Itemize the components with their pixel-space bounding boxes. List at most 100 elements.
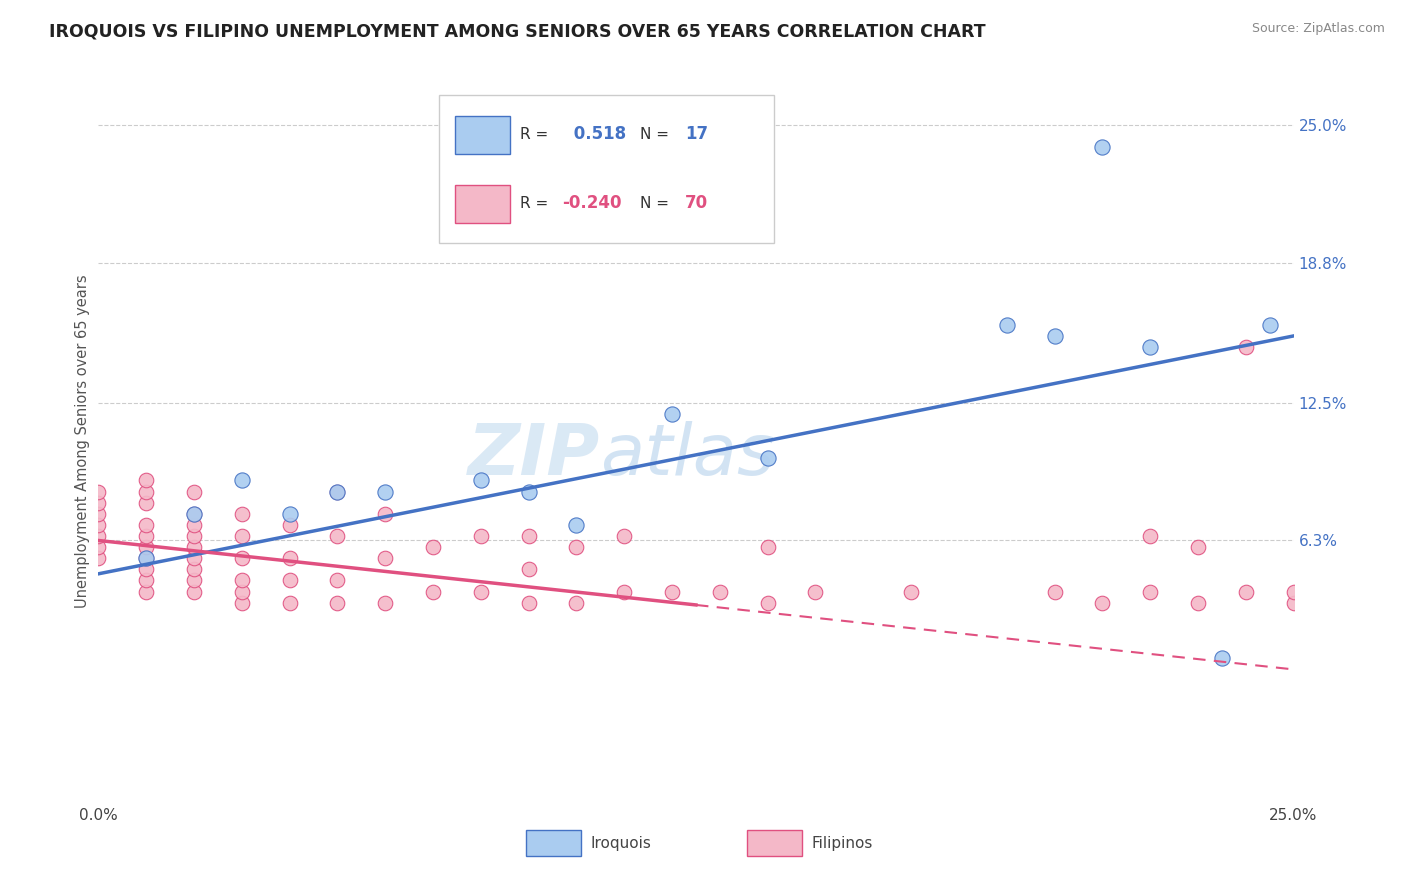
Point	[87, 496, 110, 510]
Point	[517, 596, 540, 610]
FancyBboxPatch shape	[454, 185, 509, 223]
Point	[422, 540, 444, 554]
Point	[231, 574, 253, 588]
Point	[804, 584, 827, 599]
Point	[183, 529, 205, 543]
Text: R =: R =	[520, 127, 548, 142]
Point	[1187, 596, 1209, 610]
Point	[1043, 329, 1066, 343]
Point	[183, 507, 205, 521]
Point	[231, 551, 253, 566]
Point	[183, 507, 205, 521]
Point	[374, 596, 396, 610]
Point	[135, 529, 157, 543]
Point	[1139, 529, 1161, 543]
Text: N =: N =	[640, 195, 669, 211]
Point	[278, 574, 301, 588]
Point	[183, 562, 205, 576]
Point	[183, 540, 205, 554]
Point	[87, 484, 110, 499]
Text: ZIP: ZIP	[468, 422, 600, 491]
Point	[374, 507, 396, 521]
Point	[900, 584, 922, 599]
Point	[326, 596, 349, 610]
Point	[1091, 140, 1114, 154]
Point	[183, 517, 205, 532]
Text: -0.240: -0.240	[562, 194, 621, 212]
Point	[278, 517, 301, 532]
Point	[231, 474, 253, 488]
Point	[661, 407, 683, 421]
FancyBboxPatch shape	[526, 830, 581, 856]
Point	[565, 596, 588, 610]
Point	[135, 584, 157, 599]
Text: 17: 17	[685, 126, 709, 144]
Point	[326, 484, 349, 499]
Point	[135, 474, 157, 488]
FancyBboxPatch shape	[454, 116, 509, 154]
Point	[135, 517, 157, 532]
Point	[278, 596, 301, 610]
Point	[87, 517, 110, 532]
Point	[613, 529, 636, 543]
FancyBboxPatch shape	[748, 830, 803, 856]
Text: R =: R =	[520, 195, 548, 211]
Point	[1139, 340, 1161, 354]
Point	[709, 584, 731, 599]
Point	[231, 507, 253, 521]
Point	[517, 562, 540, 576]
Point	[1091, 596, 1114, 610]
Point	[995, 318, 1018, 332]
Point	[1234, 340, 1257, 354]
Point	[183, 574, 205, 588]
Point	[756, 540, 779, 554]
Point	[1282, 596, 1305, 610]
Point	[135, 540, 157, 554]
Point	[470, 584, 492, 599]
FancyBboxPatch shape	[439, 95, 773, 243]
Point	[1187, 540, 1209, 554]
Point	[326, 484, 349, 499]
Point	[326, 529, 349, 543]
Point	[1234, 584, 1257, 599]
Point	[231, 529, 253, 543]
Point	[183, 484, 205, 499]
Point	[422, 584, 444, 599]
Point	[87, 540, 110, 554]
Point	[87, 551, 110, 566]
Point	[231, 584, 253, 599]
Point	[87, 529, 110, 543]
Point	[470, 474, 492, 488]
Point	[183, 551, 205, 566]
Point	[756, 596, 779, 610]
Point	[613, 584, 636, 599]
Point	[1139, 584, 1161, 599]
Point	[135, 562, 157, 576]
Text: Iroquois: Iroquois	[591, 836, 651, 851]
Point	[565, 540, 588, 554]
Point	[135, 551, 157, 566]
Point	[278, 551, 301, 566]
Point	[135, 574, 157, 588]
Text: 0.518: 0.518	[568, 126, 626, 144]
Point	[756, 451, 779, 466]
Point	[135, 551, 157, 566]
Point	[87, 507, 110, 521]
Point	[661, 584, 683, 599]
Point	[278, 507, 301, 521]
Point	[1282, 584, 1305, 599]
Point	[1043, 584, 1066, 599]
Text: Source: ZipAtlas.com: Source: ZipAtlas.com	[1251, 22, 1385, 36]
Point	[135, 484, 157, 499]
Text: N =: N =	[640, 127, 669, 142]
Point	[565, 517, 588, 532]
Point	[1258, 318, 1281, 332]
Point	[135, 496, 157, 510]
Point	[470, 529, 492, 543]
Text: Filipinos: Filipinos	[811, 836, 873, 851]
Point	[1211, 651, 1233, 665]
Point	[326, 574, 349, 588]
Point	[374, 551, 396, 566]
Point	[517, 529, 540, 543]
Point	[231, 596, 253, 610]
